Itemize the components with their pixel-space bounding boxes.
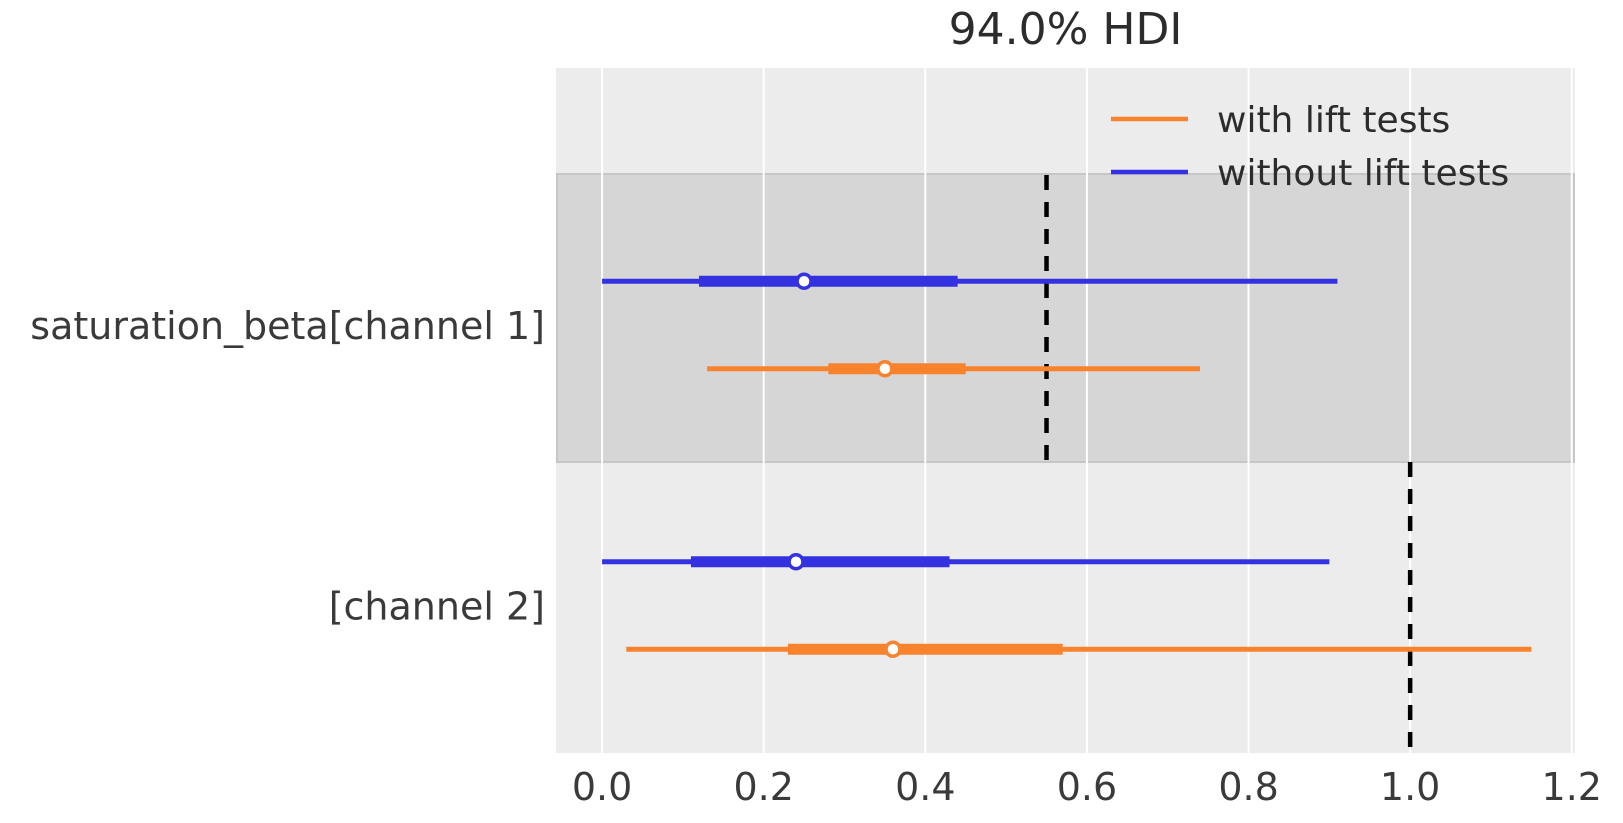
x-tick-label: 1.0 xyxy=(1380,765,1440,809)
x-tick-label: 0.8 xyxy=(1218,765,1278,809)
x-tick-label: 0.4 xyxy=(895,765,955,809)
x-tick-label: 0.2 xyxy=(733,765,793,809)
median-marker xyxy=(787,553,805,571)
legend-label: without lift tests xyxy=(1217,153,1509,194)
y-tick-label: saturation_beta[channel 1] xyxy=(30,304,545,348)
median-marker xyxy=(876,360,894,378)
x-tick-label: 1.2 xyxy=(1542,765,1602,809)
chart-title: 94.0% HDI xyxy=(948,4,1183,55)
row-shading-band xyxy=(556,173,1575,463)
y-tick-label: [channel 2] xyxy=(329,585,545,629)
legend-label: with lift tests xyxy=(1217,100,1450,141)
x-tick-label: 0.6 xyxy=(1057,765,1117,809)
median-marker xyxy=(884,640,902,658)
x-tick-label: 0.0 xyxy=(572,765,632,809)
median-marker xyxy=(795,272,813,290)
